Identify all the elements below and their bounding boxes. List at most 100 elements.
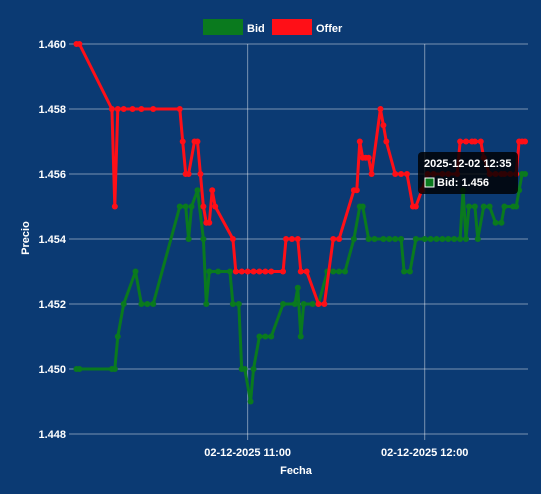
data-point-offer[interactable] <box>232 268 239 275</box>
data-point-offer[interactable] <box>111 203 118 210</box>
data-point-bid[interactable] <box>235 301 242 307</box>
data-point-bid[interactable] <box>297 333 304 340</box>
data-point-bid[interactable] <box>401 268 408 275</box>
data-point-bid[interactable] <box>203 301 210 307</box>
data-point-bid[interactable] <box>250 366 257 372</box>
data-point-offer[interactable] <box>280 268 287 275</box>
data-point-bid[interactable] <box>406 268 413 275</box>
data-point-offer[interactable] <box>283 236 290 242</box>
data-point-bid[interactable] <box>421 236 428 242</box>
data-point-offer[interactable] <box>377 106 384 112</box>
data-point-bid[interactable] <box>300 301 307 307</box>
data-point-bid[interactable] <box>200 236 207 242</box>
data-point-bid[interactable] <box>182 203 189 210</box>
data-point-bid[interactable] <box>365 236 372 242</box>
data-point-bid[interactable] <box>522 171 529 177</box>
data-point-bid[interactable] <box>294 284 301 291</box>
data-point-bid[interactable] <box>226 268 233 275</box>
data-point-bid[interactable] <box>412 236 419 242</box>
data-point-offer[interactable] <box>197 171 204 177</box>
data-point-offer[interactable] <box>108 106 115 112</box>
data-point-bid[interactable] <box>501 203 508 210</box>
data-point-offer[interactable] <box>238 268 245 275</box>
data-point-bid[interactable] <box>76 366 83 372</box>
data-point-offer[interactable] <box>262 268 269 275</box>
data-point-bid[interactable] <box>188 203 195 210</box>
data-point-bid[interactable] <box>480 203 487 210</box>
data-point-offer[interactable] <box>356 138 363 145</box>
data-point-offer[interactable] <box>176 106 183 112</box>
data-point-bid[interactable] <box>463 236 470 242</box>
data-point-offer[interactable] <box>244 268 251 275</box>
data-point-offer[interactable] <box>336 236 343 242</box>
data-point-bid[interactable] <box>268 333 275 340</box>
data-point-offer[interactable] <box>457 138 464 145</box>
data-point-bid[interactable] <box>194 187 201 194</box>
data-point-offer[interactable] <box>206 219 213 226</box>
data-point-offer[interactable] <box>294 236 301 242</box>
data-point-bid[interactable] <box>398 236 405 242</box>
data-point-offer[interactable] <box>194 138 201 145</box>
data-point-bid[interactable] <box>176 203 183 210</box>
data-point-offer[interactable] <box>398 171 405 177</box>
data-point-offer[interactable] <box>179 138 186 145</box>
data-point-offer[interactable] <box>200 203 207 210</box>
data-point-offer[interactable] <box>297 268 304 275</box>
data-point-offer[interactable] <box>392 171 399 177</box>
data-point-offer[interactable] <box>412 203 419 210</box>
data-point-bid[interactable] <box>206 268 213 275</box>
data-point-bid[interactable] <box>359 203 366 210</box>
data-point-offer[interactable] <box>288 236 295 242</box>
data-point-bid[interactable] <box>342 268 349 275</box>
data-point-bid[interactable] <box>256 333 263 340</box>
data-point-bid[interactable] <box>280 301 287 307</box>
data-point-offer[interactable] <box>256 268 263 275</box>
data-point-offer[interactable] <box>268 268 275 275</box>
data-point-offer[interactable] <box>76 41 83 47</box>
data-point-bid[interactable] <box>262 333 269 340</box>
data-point-bid[interactable] <box>330 268 337 275</box>
data-point-offer[interactable] <box>368 171 375 177</box>
data-point-offer[interactable] <box>150 106 157 112</box>
data-point-offer[interactable] <box>330 236 337 242</box>
data-point-bid[interactable] <box>247 398 254 405</box>
data-point-bid[interactable] <box>185 236 192 242</box>
data-point-bid[interactable] <box>498 219 505 226</box>
data-point-bid[interactable] <box>486 203 493 210</box>
data-point-offer[interactable] <box>321 301 328 307</box>
data-point-bid[interactable] <box>465 203 472 210</box>
data-point-bid[interactable] <box>371 236 378 242</box>
data-point-bid[interactable] <box>492 219 499 226</box>
data-point-bid[interactable] <box>433 236 440 242</box>
data-point-bid[interactable] <box>120 301 127 307</box>
data-point-bid[interactable] <box>241 366 248 372</box>
data-point-offer[interactable] <box>250 268 257 275</box>
data-point-offer[interactable] <box>365 154 372 161</box>
data-point-offer[interactable] <box>404 171 411 177</box>
data-point-bid[interactable] <box>445 236 452 242</box>
data-point-bid[interactable] <box>229 301 236 307</box>
data-point-bid[interactable] <box>392 236 399 242</box>
data-point-bid[interactable] <box>451 236 458 242</box>
data-point-bid[interactable] <box>309 301 316 307</box>
data-point-offer[interactable] <box>209 187 216 194</box>
data-point-offer[interactable] <box>185 171 192 177</box>
data-point-bid[interactable] <box>457 236 464 242</box>
data-point-bid[interactable] <box>114 333 121 340</box>
legend-item-bid[interactable]: Bid <box>203 19 265 35</box>
legend-item-offer[interactable]: Offer <box>272 19 343 35</box>
data-point-bid[interactable] <box>427 236 434 242</box>
data-point-offer[interactable] <box>471 138 478 145</box>
data-point-offer[interactable] <box>522 138 529 145</box>
data-point-bid[interactable] <box>150 301 157 307</box>
data-point-offer[interactable] <box>380 122 387 129</box>
data-point-offer[interactable] <box>477 138 484 145</box>
data-point-offer[interactable] <box>114 106 121 112</box>
data-point-bid[interactable] <box>474 236 481 242</box>
data-point-offer[interactable] <box>212 203 219 210</box>
data-point-bid[interactable] <box>336 268 343 275</box>
data-point-offer[interactable] <box>353 187 360 194</box>
data-point-bid[interactable] <box>380 236 387 242</box>
data-point-offer[interactable] <box>229 236 236 242</box>
data-point-offer[interactable] <box>303 268 310 275</box>
